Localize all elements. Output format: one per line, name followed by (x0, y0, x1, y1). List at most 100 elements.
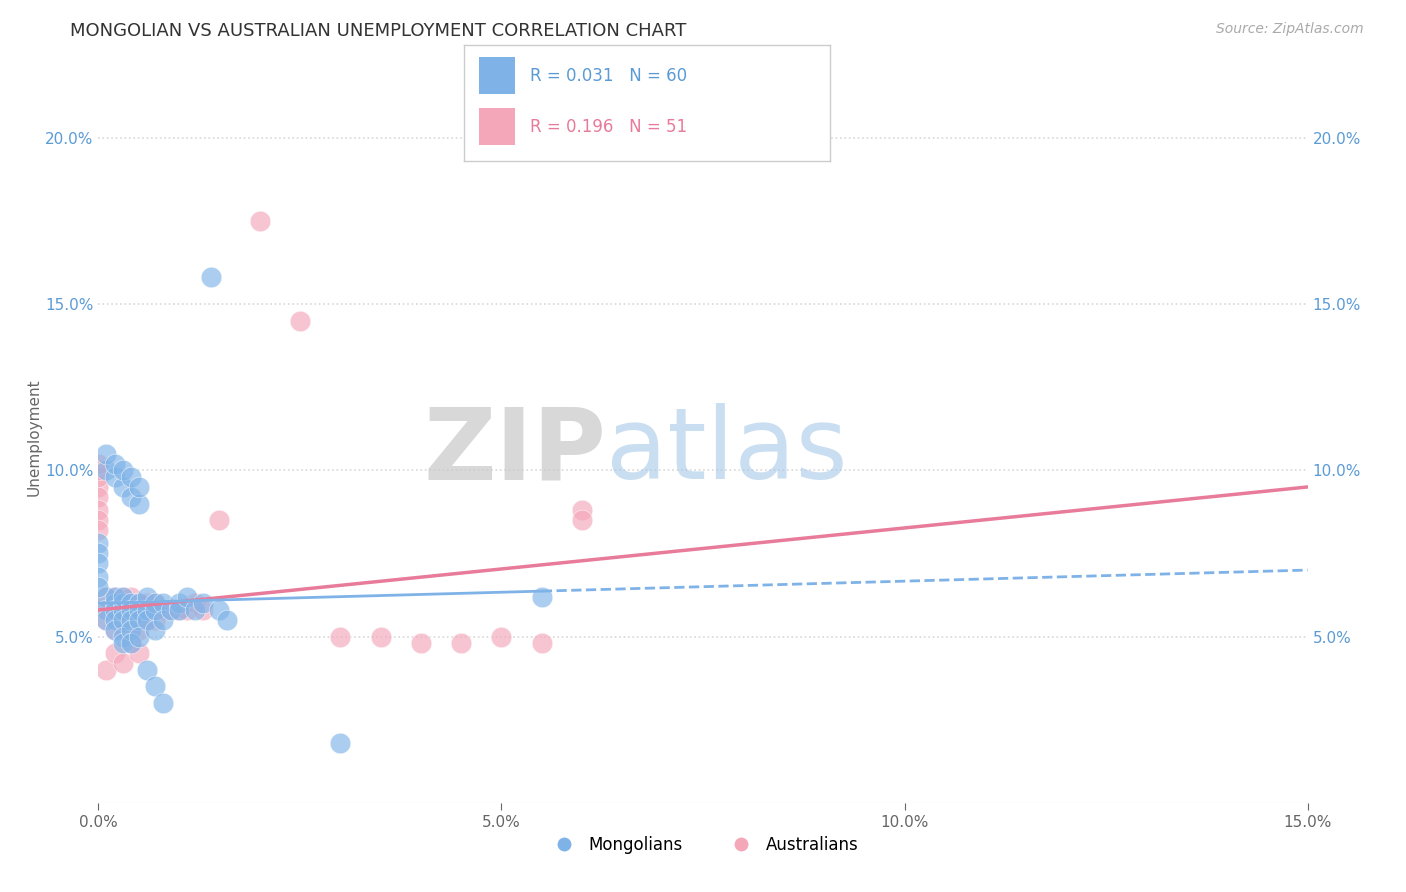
Point (103, 470, 125, 484)
Point (152, 696, 174, 710)
Point (96, 613, 118, 627)
Point (135, 613, 157, 627)
Point (143, 596, 166, 610)
Point (176, 603, 198, 617)
Point (128, 646, 150, 660)
Point (111, 613, 134, 627)
Point (120, 603, 142, 617)
Point (96, 447, 118, 461)
Point (111, 636, 134, 650)
Point (128, 613, 150, 627)
Point (103, 623, 125, 637)
Point (87, 536, 110, 550)
Point (111, 603, 134, 617)
Point (143, 596, 166, 610)
Text: atlas: atlas (606, 403, 848, 500)
Point (103, 590, 125, 604)
Text: ZIP: ZIP (423, 403, 606, 500)
Point (128, 603, 150, 617)
Point (87, 546, 110, 560)
Point (120, 470, 142, 484)
Point (87, 570, 110, 584)
Point (193, 603, 215, 617)
Point (167, 603, 190, 617)
Point (103, 623, 125, 637)
Point (128, 630, 150, 644)
Bar (478, 109, 515, 145)
Point (167, 603, 190, 617)
Legend: Mongolians, Australians: Mongolians, Australians (540, 829, 866, 860)
Point (111, 596, 134, 610)
Point (409, 636, 432, 650)
Text: MONGOLIAN VS AUSTRALIAN UNEMPLOYMENT CORRELATION CHART: MONGOLIAN VS AUSTRALIAN UNEMPLOYMENT COR… (70, 22, 686, 40)
Point (87, 503, 110, 517)
Point (87, 513, 110, 527)
Point (111, 603, 134, 617)
Point (87, 463, 110, 477)
Point (120, 613, 142, 627)
Point (135, 590, 157, 604)
Point (111, 480, 134, 494)
Point (152, 596, 174, 610)
Point (288, 314, 311, 328)
Point (87, 457, 110, 471)
Point (184, 596, 207, 610)
Point (96, 613, 118, 627)
Point (135, 596, 157, 610)
Point (128, 603, 150, 617)
Point (208, 603, 231, 617)
Point (87, 480, 110, 494)
Point (128, 596, 150, 610)
Point (120, 603, 142, 617)
Point (200, 270, 222, 285)
Point (103, 590, 125, 604)
Point (160, 603, 183, 617)
Point (128, 480, 150, 494)
Point (103, 457, 125, 471)
Point (217, 613, 239, 627)
Point (370, 630, 392, 644)
Point (135, 663, 157, 677)
Point (96, 463, 118, 477)
Point (167, 596, 190, 610)
Point (87, 580, 110, 594)
Point (103, 646, 125, 660)
Point (184, 603, 207, 617)
Point (120, 636, 142, 650)
Y-axis label: Unemployment: Unemployment (27, 378, 42, 496)
Point (87, 557, 110, 571)
Point (103, 613, 125, 627)
Point (120, 636, 142, 650)
Point (111, 656, 134, 670)
Point (450, 636, 472, 650)
Point (96, 663, 118, 677)
Text: R = 0.031   N = 60: R = 0.031 N = 60 (530, 67, 688, 85)
Text: Source: ZipAtlas.com: Source: ZipAtlas.com (1216, 22, 1364, 37)
Point (120, 596, 142, 610)
Point (249, 214, 271, 228)
Point (111, 590, 134, 604)
Point (87, 490, 110, 504)
Point (571, 503, 593, 517)
Point (152, 613, 174, 627)
Bar (478, 57, 515, 95)
Point (193, 596, 215, 610)
Point (152, 603, 174, 617)
Point (176, 590, 198, 604)
Point (96, 603, 118, 617)
Point (135, 603, 157, 617)
Point (103, 603, 125, 617)
Point (128, 596, 150, 610)
Point (87, 523, 110, 537)
Point (111, 613, 134, 627)
Point (128, 623, 150, 637)
Point (571, 513, 593, 527)
Point (329, 736, 352, 750)
Point (87, 470, 110, 484)
Point (329, 630, 352, 644)
Point (491, 630, 513, 644)
Point (96, 590, 118, 604)
Point (160, 603, 183, 617)
Point (103, 596, 125, 610)
Point (135, 613, 157, 627)
